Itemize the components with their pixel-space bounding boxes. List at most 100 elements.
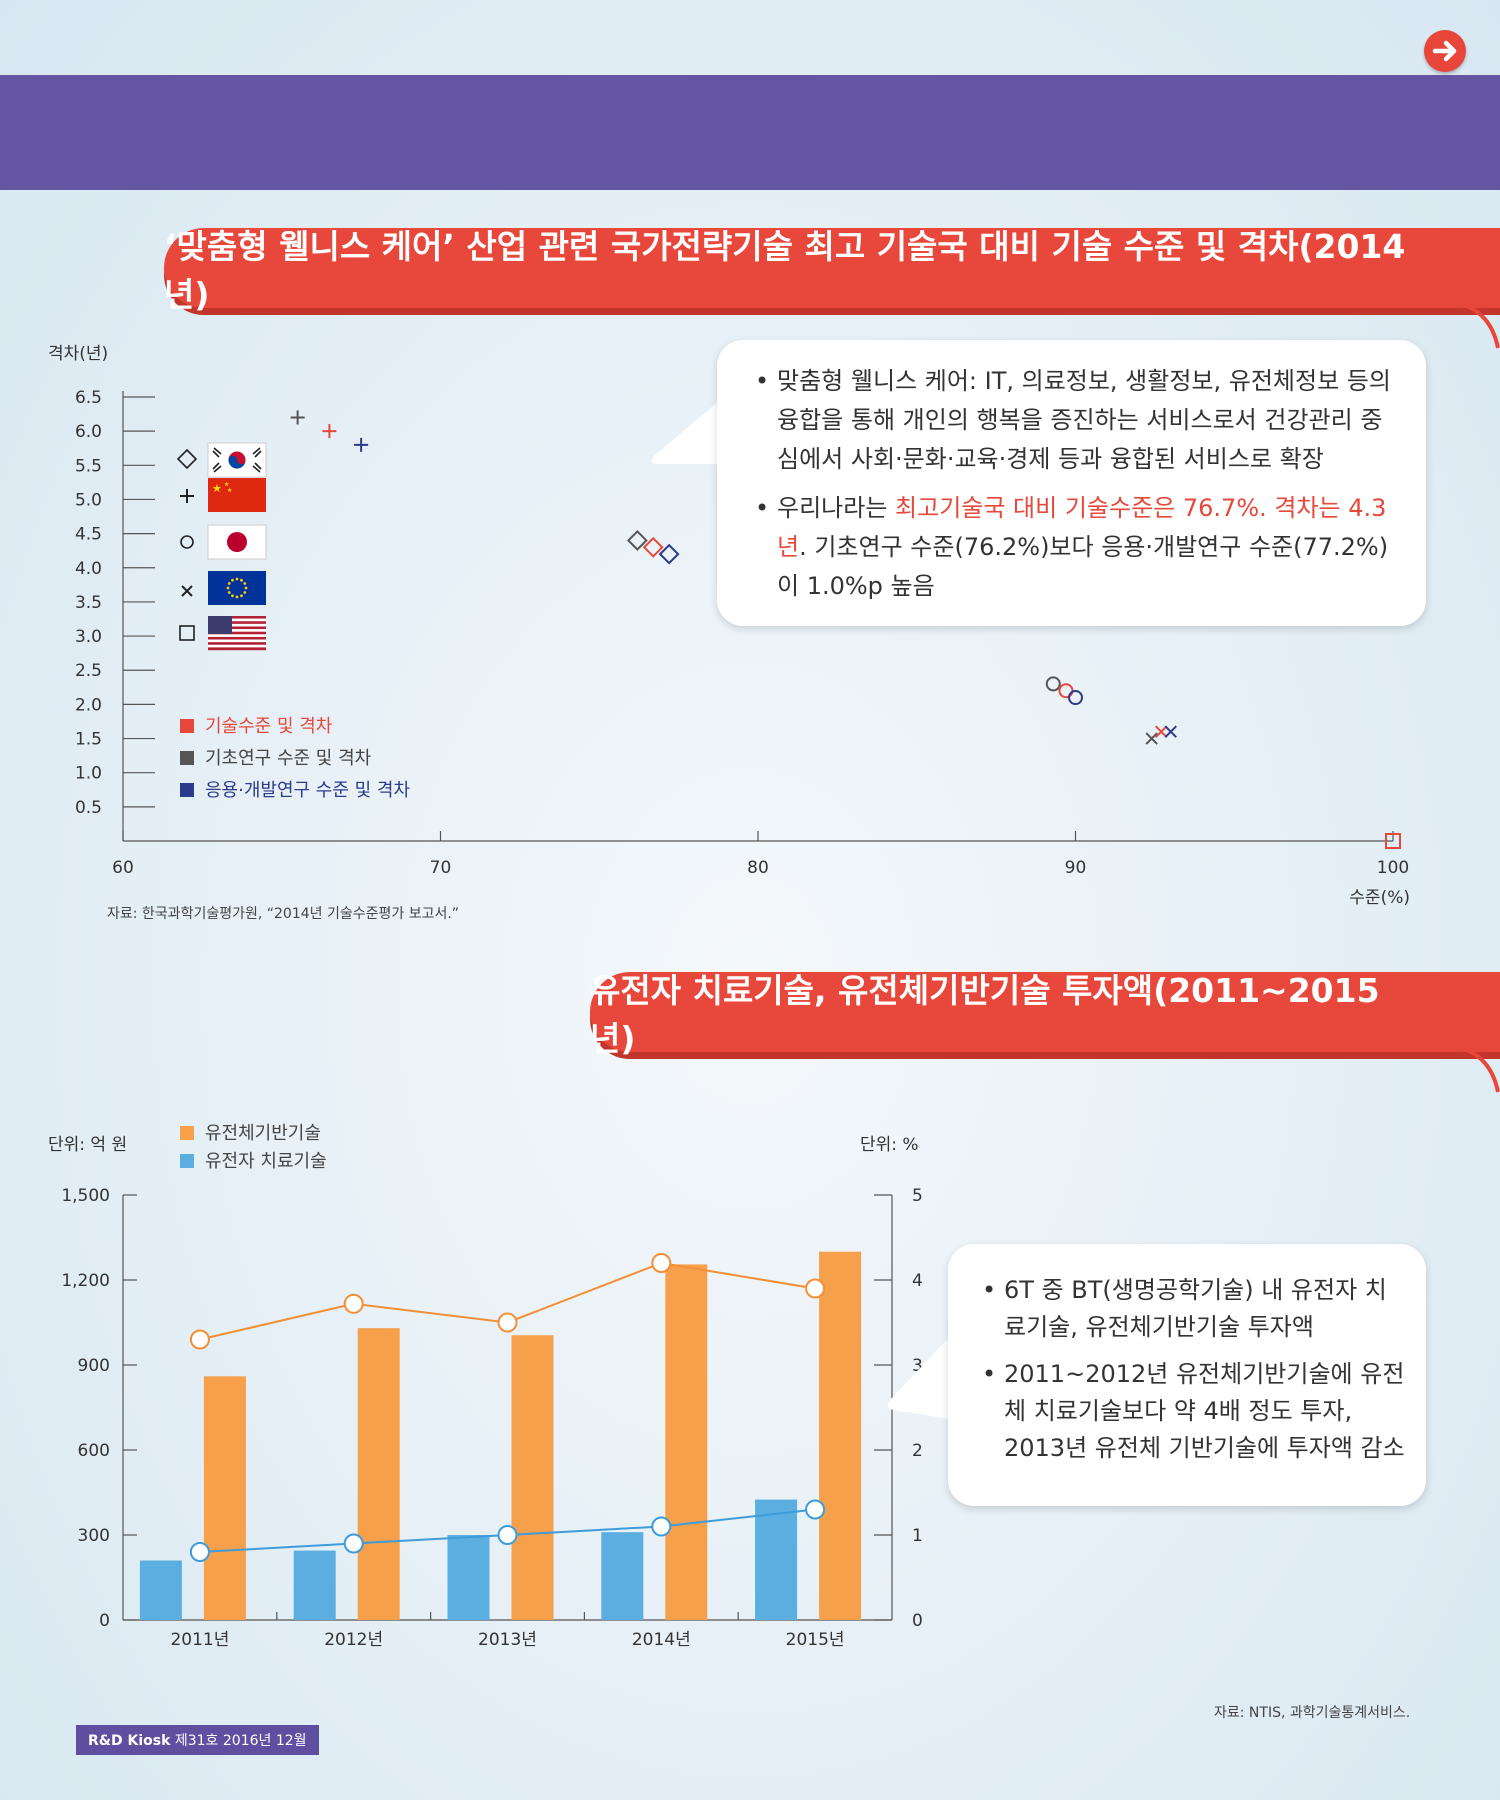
right-tick-label: 0 (912, 1611, 923, 1631)
chart2-callout: 6T 중 BT(생명공학기술) 내 유전자 치료기술, 유전체기반기술 투자액 … (948, 1244, 1426, 1506)
legend-label: 유전체기반기술 (205, 1123, 321, 1144)
scatter-point-plus (354, 437, 369, 452)
x-tick-label: 100 (1377, 858, 1409, 878)
chart1-ylabel: 격차(년) (48, 344, 108, 364)
chart1-legend: 기술수준 및 격차 기초연구 수준 및 격차 응용·개발연구 수준 및 격차 (180, 716, 410, 801)
legend-swatch (180, 783, 194, 797)
scatter-point-circle (1068, 690, 1083, 706)
scatter-point-cross (1155, 725, 1168, 738)
bar (601, 1532, 644, 1620)
x-tick-label: 2012년 (324, 1630, 383, 1650)
line-point (343, 1293, 364, 1314)
chart1-xlabel: 수준(%) (1349, 888, 1410, 908)
chart2-source: 자료: NTIS, 과학기술통계서비스. (1214, 1705, 1411, 1721)
y-tick-label: 4.0 (75, 559, 102, 579)
legend-label: 기술수준 및 격차 (205, 716, 333, 737)
line-point (497, 1525, 518, 1545)
line-point (189, 1329, 210, 1350)
scatter-point-diamond (642, 536, 664, 558)
left-tick-label: 0 (99, 1611, 110, 1631)
country-japan (180, 524, 267, 560)
bar (447, 1535, 490, 1620)
legend-label: 유전자 치료기술 (205, 1151, 327, 1172)
country-eu (181, 571, 266, 605)
scatter-point-plus (290, 410, 305, 425)
line-point (189, 1542, 210, 1562)
bar (293, 1550, 336, 1620)
scatter-point-circle (1045, 676, 1061, 692)
y-tick-label: 2.0 (75, 695, 102, 715)
country-china: ★ ★ ★ (180, 478, 266, 512)
line-point (651, 1253, 672, 1273)
bar (511, 1335, 554, 1620)
left-tick-label: 900 (78, 1356, 110, 1376)
country-korea (176, 442, 267, 478)
y-tick-label: 6.0 (75, 422, 102, 442)
chart2-left-unit: 단위: 억 원 (48, 1135, 127, 1155)
chart1-source: 자료: 한국과학기술평가원, “2014년 기술수준평가 보고서.” (107, 906, 460, 922)
next-page-button[interactable] (1424, 30, 1466, 72)
scatter-point-cross (1145, 732, 1158, 745)
scatter-point-square (1385, 833, 1401, 849)
x-tick-label: 90 (1065, 858, 1087, 878)
legend-swatch (180, 1126, 194, 1140)
line-point (497, 1312, 518, 1333)
y-tick-label: 1.0 (75, 764, 102, 784)
callout-bullet: 맞춤형 웰니스 케어: IT, 의료정보, 생활정보, 유전체정보 등의 융합을… (751, 362, 1392, 479)
chart2-title: 유전자 치료기술, 유전체기반기술 투자액(2011~2015년) (590, 971, 1380, 1058)
y-tick-label: 6.5 (75, 388, 102, 408)
left-tick-label: 1,500 (61, 1186, 110, 1206)
y-tick-label: 1.5 (75, 730, 102, 750)
bar (203, 1376, 246, 1620)
right-tick-label: 5 (912, 1186, 923, 1206)
left-tick-label: 1,200 (61, 1271, 110, 1291)
svg-text:★: ★ (227, 487, 232, 494)
header-band (0, 75, 1500, 190)
legend-swatch (180, 1154, 194, 1168)
svg-text:★: ★ (212, 482, 222, 495)
square-marker-icon (179, 625, 195, 641)
cross-marker-icon (181, 585, 193, 597)
chart2-bar-line: 단위: 억 원 단위: % 유전체기반기술 유전자 치료기술 0 300 600 90… (48, 1123, 923, 1650)
bar (819, 1251, 862, 1620)
chart2-legend: 유전체기반기술 유전자 치료기술 (180, 1123, 327, 1172)
legend-swatch (180, 751, 194, 765)
callout2-tail (887, 1330, 956, 1420)
x-tick-label: 2014년 (632, 1630, 691, 1650)
y-tick-label: 5.0 (75, 490, 102, 510)
chart1-title: ‘맞춤형 웰니스 케어’ 산업 관련 국가전략기술 최고 기술국 대비 기술 수… (164, 227, 1406, 314)
banner-curl-decoration (1452, 1044, 1500, 1093)
y-tick-label: 3.5 (75, 593, 102, 613)
svg-text:★: ★ (224, 481, 229, 488)
scatter-point-cross (1164, 725, 1177, 738)
legend-label: 기초연구 수준 및 격차 (205, 748, 372, 769)
banner-curl-decoration (1452, 300, 1500, 349)
right-tick-label: 4 (912, 1271, 923, 1291)
china-flag-icon: ★ ★ ★ (208, 478, 266, 512)
callout-highlight: 최고기술국 대비 기술수준은 76.7%. 격차는 4.3년 (777, 494, 1387, 561)
chart2-right-unit: 단위: % (860, 1135, 919, 1155)
line-point (805, 1499, 826, 1520)
scatter-point-circle (1058, 683, 1074, 699)
x-tick-label: 2013년 (478, 1630, 537, 1650)
scatter-point-diamond (626, 530, 648, 551)
x-tick-label: 80 (747, 858, 769, 878)
callout1-tail (651, 400, 720, 464)
chart2-title-banner: 유전자 치료기술, 유전체기반기술 투자액(2011~2015년) (590, 971, 1500, 1058)
chart1-callout: 맞춤형 웰니스 케어: IT, 의료정보, 생활정보, 유전체정보 등의 융합을… (717, 340, 1426, 626)
diamond-marker-icon (176, 448, 198, 470)
line-point (343, 1533, 364, 1554)
legend-swatch (180, 719, 194, 733)
y-tick-label: 2.5 (75, 661, 102, 681)
line-point (805, 1278, 826, 1299)
usa-flag-icon (208, 616, 266, 651)
arrow-right-icon (1432, 40, 1457, 62)
x-tick-label: 2015년 (786, 1630, 845, 1650)
right-tick-label: 1 (912, 1526, 923, 1546)
left-tick-label: 600 (78, 1441, 110, 1461)
legend-label: 응용·개발연구 수준 및 격차 (205, 780, 410, 801)
bar (139, 1560, 182, 1620)
bar (357, 1328, 400, 1620)
scatter-point-plus (322, 424, 337, 439)
x-tick-label: 70 (430, 858, 452, 878)
